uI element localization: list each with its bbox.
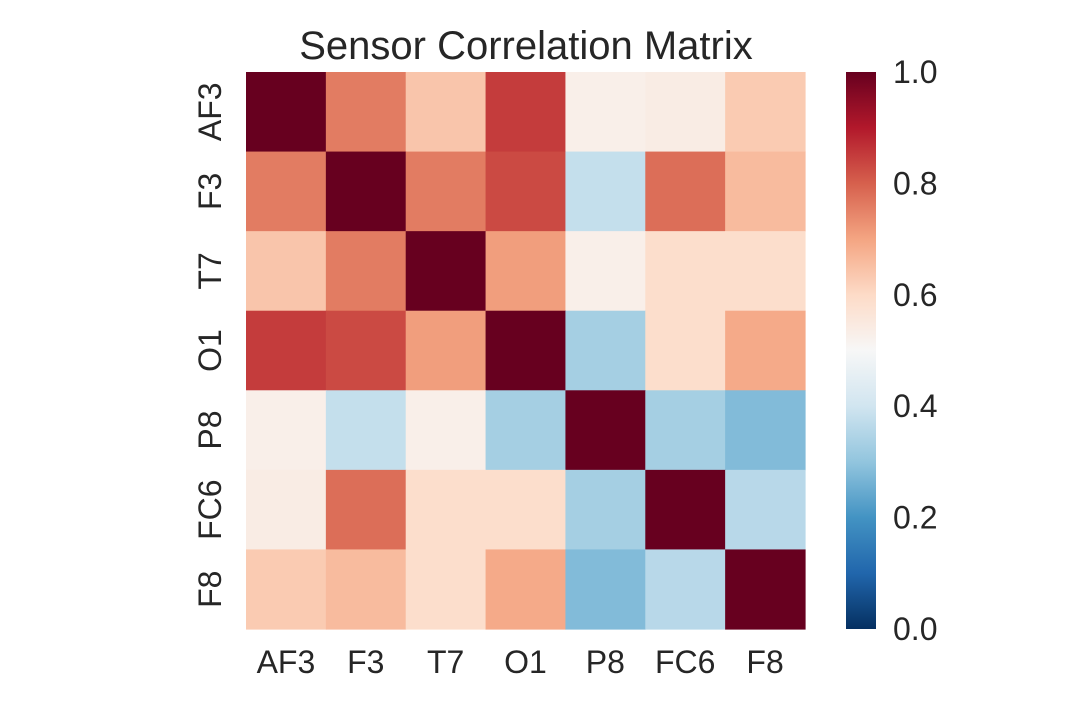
heatmap-cell-fc6-f8 <box>725 469 806 551</box>
heatmap-cell-f3-t7 <box>405 151 487 232</box>
heatmap-cell-o1-t7 <box>405 310 487 391</box>
heatmap-cell-fc6-fc6 <box>645 469 726 551</box>
y-tick-label: F8 <box>192 571 228 608</box>
heatmap-cell-p8-fc6 <box>645 390 726 471</box>
heatmap-cell-t7-t7 <box>405 231 487 312</box>
y-tick-label: P8 <box>192 410 228 449</box>
heatmap-cell-p8-o1 <box>485 390 567 471</box>
heatmap-cell-p8-f8 <box>725 390 806 471</box>
colorbar-tick-label: 0.8 <box>893 165 937 201</box>
x-tick-label: F8 <box>746 644 783 680</box>
y-tick-label: O1 <box>192 329 228 372</box>
heatmap-cell-t7-o1 <box>485 231 567 312</box>
heatmap-cell-f8-o1 <box>485 549 567 630</box>
colorbar-tick-label: 0.6 <box>893 277 937 313</box>
heatmap-cell-fc6-t7 <box>405 469 487 551</box>
x-tick-label: FC6 <box>655 644 715 680</box>
heatmap-cell-af3-t7 <box>405 72 487 153</box>
x-tick-label: F3 <box>347 644 384 680</box>
heatmap-cell-af3-p8 <box>565 72 646 153</box>
chart-title: Sensor Correlation Matrix <box>299 24 753 68</box>
heatmap-cell-p8-af3 <box>246 390 327 471</box>
x-tick-label: T7 <box>427 644 464 680</box>
y-tick-labels: AF3 F3 T7 O1 P8 FC6 F8 <box>192 82 228 607</box>
heatmap-cell-f3-f8 <box>725 151 806 232</box>
heatmap-cell-t7-af3 <box>246 231 327 312</box>
heatmap-cell-f8-af3 <box>246 549 327 630</box>
heatmap-cell-o1-o1 <box>485 310 567 391</box>
colorbar-tick-label: 0.2 <box>893 500 937 536</box>
heatmap-cell-af3-o1 <box>485 72 567 153</box>
colorbar-tick-labels: 0.0 0.2 0.4 0.6 0.8 1.0 <box>893 54 937 647</box>
x-tick-label: AF3 <box>257 644 316 680</box>
heatmap-cell-o1-f8 <box>725 310 806 391</box>
heatmap-cell-p8-p8 <box>565 390 646 471</box>
heatmap-cell-f3-af3 <box>246 151 327 232</box>
heatmap-cells <box>246 72 806 630</box>
heatmap-cell-f3-o1 <box>485 151 567 232</box>
heatmap-cell-fc6-o1 <box>485 469 567 551</box>
heatmap-cell-af3-fc6 <box>645 72 726 153</box>
heatmap-cell-fc6-af3 <box>246 469 327 551</box>
colorbar-tick-label: 1.0 <box>893 54 937 90</box>
heatmap-cell-f3-f3 <box>325 151 407 232</box>
heatmap-cell-f3-p8 <box>565 151 646 232</box>
heatmap-cell-f3-fc6 <box>645 151 726 232</box>
heatmap-cell-p8-t7 <box>405 390 487 471</box>
colorbar <box>846 72 876 629</box>
heatmap-cell-p8-f3 <box>325 390 407 471</box>
colorbar-tick-label: 0.0 <box>893 611 937 647</box>
heatmap-cell-f8-f3 <box>325 549 407 630</box>
heatmap-cell-af3-af3 <box>246 72 327 153</box>
heatmap-cell-f8-p8 <box>565 549 646 630</box>
heatmap-cell-o1-p8 <box>565 310 646 391</box>
heatmap-cell-fc6-f3 <box>325 469 407 551</box>
y-tick-label: F3 <box>192 173 228 210</box>
x-tick-label: O1 <box>504 644 547 680</box>
heatmap-cell-t7-p8 <box>565 231 646 312</box>
heatmap-cell-af3-f8 <box>725 72 806 153</box>
y-tick-label: FC6 <box>192 479 228 539</box>
y-tick-label: AF3 <box>192 82 228 141</box>
heatmap-cell-t7-f8 <box>725 231 806 312</box>
heatmap-cell-o1-f3 <box>325 310 407 391</box>
heatmap-cell-af3-f3 <box>325 72 407 153</box>
heatmap-cell-f8-fc6 <box>645 549 726 630</box>
heatmap-cell-o1-af3 <box>246 310 327 391</box>
y-tick-label: T7 <box>192 252 228 289</box>
heatmap-cell-t7-fc6 <box>645 231 726 312</box>
heatmap-cell-t7-f3 <box>325 231 407 312</box>
heatmap-cell-o1-fc6 <box>645 310 726 391</box>
heatmap-cell-f8-f8 <box>725 549 806 630</box>
x-tick-labels: AF3 F3 T7 O1 P8 FC6 F8 <box>257 644 784 680</box>
heatmap-cell-fc6-p8 <box>565 469 646 551</box>
x-tick-label: P8 <box>586 644 625 680</box>
colorbar-tick-label: 0.4 <box>893 388 937 424</box>
heatmap-cell-f8-t7 <box>405 549 487 630</box>
